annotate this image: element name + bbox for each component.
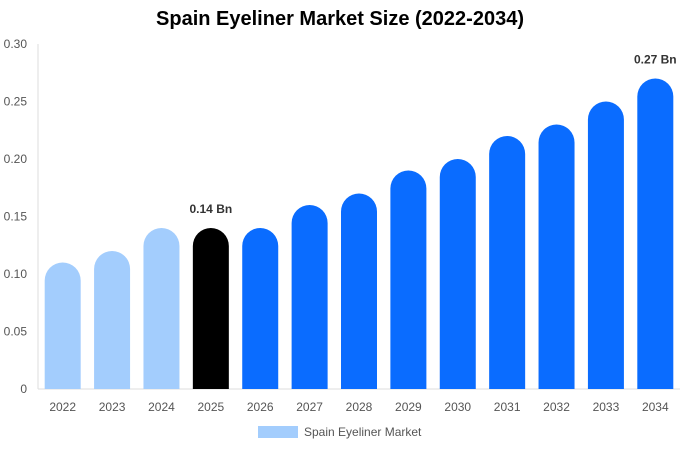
bar-2025 [192,228,229,389]
data-label-2034: 0.27 Bn [634,53,677,67]
x-tick-label: 2027 [296,400,323,414]
x-tick-label: 2033 [593,400,620,414]
y-tick-label: 0 [20,382,27,396]
x-tick-label: 2024 [148,400,175,414]
bar-2027 [291,205,328,389]
bar-2033 [587,101,624,389]
legend-swatch [258,426,298,438]
y-tick-label: 0.05 [4,325,28,339]
x-tick-label: 2022 [49,400,76,414]
x-tick-label: 2025 [197,400,224,414]
data-label-2025: 0.14 Bn [190,202,233,216]
legend: Spain Eyeliner Market [258,425,421,439]
x-tick-label: 2031 [494,400,521,414]
bar-2029 [390,170,427,389]
x-tick-label: 2034 [642,400,669,414]
x-tick-label: 2026 [247,400,274,414]
bar-2030 [439,159,476,389]
y-tick-label: 0.30 [4,37,28,51]
bar-2026 [242,228,279,389]
x-tick-label: 2023 [99,400,126,414]
x-tick-label: 2030 [444,400,471,414]
y-tick-label: 0.20 [4,152,28,166]
bar-2031 [489,135,526,389]
bars [44,78,674,389]
bar-2022 [44,262,81,389]
data-labels: 0.14 Bn 0.27 Bn [190,53,677,217]
bar-2032 [538,124,575,389]
y-tick-label: 0.10 [4,267,28,281]
x-tick-label: 2028 [346,400,373,414]
bar-2023 [94,251,131,389]
bar-2034 [637,78,674,389]
bar-2028 [341,193,377,389]
bar-2024 [143,228,180,389]
y-tick-label: 0.15 [4,210,28,224]
x-tick-label: 2032 [543,400,570,414]
axes: 0 0.05 0.10 0.15 0.20 0.25 0.30 2022 2023 2024 202… [4,37,680,414]
chart-title: Spain Eyeliner Market Size (2022-2034) [156,8,524,30]
x-tick-label: 2029 [395,400,422,414]
legend-label: Spain Eyeliner Market [304,425,422,439]
y-tick-label: 0.25 [4,95,28,109]
